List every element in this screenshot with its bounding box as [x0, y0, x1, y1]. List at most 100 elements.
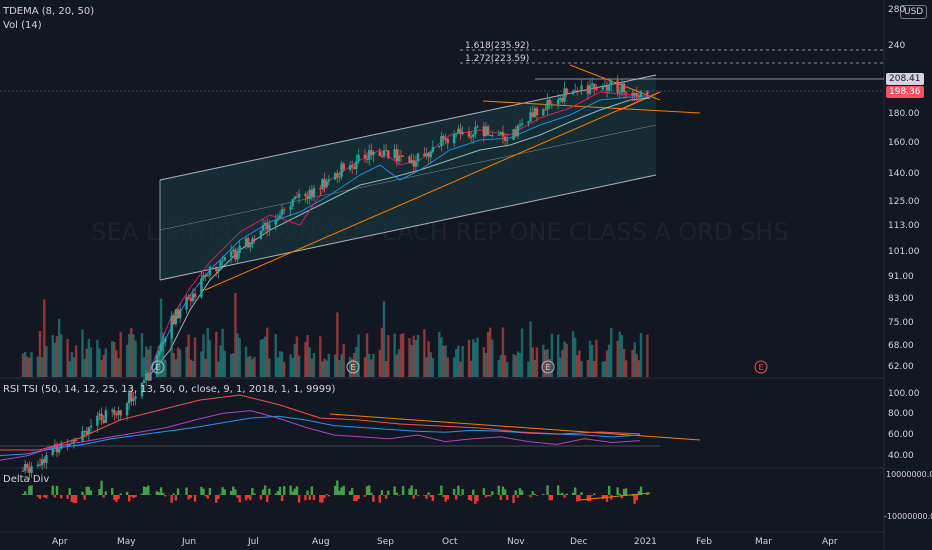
volume-bar [595, 339, 598, 377]
delta-bar [185, 487, 188, 495]
delta-bar [244, 495, 248, 501]
volume-bar [161, 332, 165, 377]
volume-bar [319, 336, 322, 377]
candle-body [469, 136, 473, 138]
volume-bar [503, 355, 507, 377]
ema-mid-line [149, 96, 650, 373]
candle-body [429, 151, 432, 158]
delta-bar [461, 489, 464, 495]
volume-bar [215, 331, 218, 377]
volume-bar [342, 344, 345, 377]
volume-bar [81, 329, 84, 377]
rsi-indicator-label[interactable]: RSI TSI (50, 14, 12, 25, 13, 13, 50, 0, … [3, 384, 336, 395]
price-tick: 75.00 [888, 318, 914, 328]
delta-bar [503, 489, 507, 495]
delta-bar [280, 495, 284, 501]
candle-body [223, 256, 226, 261]
delta-bar [639, 486, 643, 495]
candle-body [342, 163, 345, 170]
candle-body [204, 275, 207, 277]
delta-bar [357, 495, 360, 499]
delta-bar [85, 486, 88, 495]
delta-bar [516, 495, 520, 498]
candle-body [556, 99, 560, 105]
delta-bar [410, 485, 413, 495]
volume-bar [278, 351, 282, 377]
delta-bar [497, 485, 500, 495]
candle-body [132, 398, 135, 402]
delta-bar [53, 495, 57, 498]
candle-body [340, 163, 343, 177]
delta-bar [176, 488, 180, 495]
delta-bar [423, 495, 426, 496]
earnings-marker[interactable] [151, 360, 165, 374]
volume-bar [104, 348, 108, 377]
delta-bar [336, 480, 339, 495]
time-tick: Aug [312, 537, 330, 547]
volume-bar [132, 334, 135, 377]
main-indicator-label[interactable]: TDEMA (8, 20, 50) [3, 6, 95, 17]
candle-body [431, 147, 435, 152]
volume-bar [444, 345, 447, 377]
volume-bar [119, 332, 122, 377]
delta-bar [187, 495, 190, 500]
delta-bar [518, 488, 522, 495]
volume-bar [412, 335, 415, 377]
delta-bar [571, 492, 575, 495]
delta-tick: 10000000.00 [886, 470, 932, 479]
volume-bar [556, 334, 560, 377]
delta-bar [289, 485, 292, 495]
candle-body [115, 414, 118, 416]
rsi-tick: 40.00 [888, 451, 914, 461]
volume-bar [469, 360, 473, 377]
candle-body [306, 195, 309, 199]
candle-body [423, 153, 426, 156]
delta-bar [321, 495, 324, 503]
candle-body [23, 463, 27, 471]
channel-mid-line [159, 124, 657, 231]
volume-bar [586, 359, 590, 377]
volume-bar [348, 356, 352, 377]
rsi-line [0, 415, 641, 457]
earnings-marker[interactable] [541, 360, 555, 374]
delta-bar [533, 493, 537, 495]
earnings-markers: E E E E [151, 360, 768, 374]
candle-body [395, 149, 398, 162]
delta-bar [236, 495, 239, 498]
earnings-marker-label: E [155, 363, 160, 372]
delta-bar [622, 488, 626, 495]
delta-bar [55, 485, 59, 495]
delta-bar [155, 491, 159, 495]
currency-badge[interactable]: USD [900, 5, 928, 19]
delta-bar [576, 495, 579, 502]
volume-bar [304, 342, 307, 377]
fib-label-1272: 1.272(223.59) [465, 54, 530, 64]
candle-body [461, 132, 464, 135]
delta-indicator-label[interactable]: Delta Div [3, 474, 50, 485]
candle-body [200, 278, 203, 298]
volume-bar [395, 354, 398, 377]
earnings-marker[interactable] [346, 360, 360, 374]
volume-bar [170, 338, 173, 377]
volume-bar [414, 339, 418, 377]
volume-bar [635, 353, 638, 377]
time-tick: Jul [248, 537, 259, 547]
volume-bar [36, 356, 40, 377]
candle-body [85, 431, 88, 435]
volume-bar [200, 351, 203, 377]
volume-bar [491, 339, 494, 377]
delta-bar [565, 493, 568, 495]
delta-bar [147, 485, 150, 495]
earnings-marker-upcoming[interactable] [754, 360, 768, 374]
volume-bar [276, 357, 280, 377]
candle-body [276, 218, 280, 221]
delta-bar [363, 495, 367, 497]
candle-body [246, 238, 250, 248]
volume-bar [263, 336, 267, 377]
volume-bar [631, 349, 634, 377]
volume-bar [455, 349, 458, 377]
volume-bar [639, 333, 643, 377]
volume-indicator-label[interactable]: Vol (14) [3, 20, 42, 31]
candle-body [38, 464, 42, 466]
volume-bar [217, 361, 220, 377]
